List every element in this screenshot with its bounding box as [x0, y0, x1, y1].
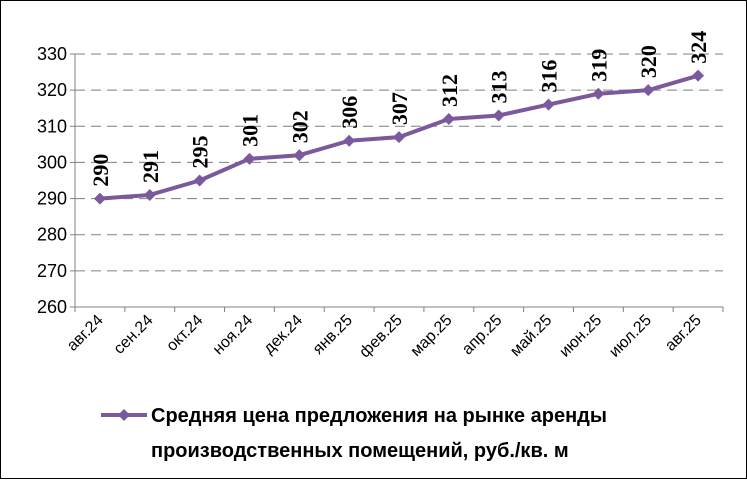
y-tick-label: 260 [37, 297, 67, 317]
x-tick-label: мар.25 [408, 312, 456, 360]
data-point-marker [492, 109, 505, 122]
series [93, 69, 705, 205]
data-label: 313 [487, 70, 512, 103]
data-point-marker [343, 134, 356, 147]
y-tick-label: 280 [37, 225, 67, 245]
x-tick-label: окт.24 [163, 312, 206, 355]
y-tick-label: 330 [37, 44, 67, 64]
data-label: 316 [537, 60, 562, 93]
data-point-marker [293, 149, 306, 162]
x-tick-label: авг.24 [64, 312, 107, 355]
x-tick-label: янв.25 [310, 312, 356, 358]
data-point-marker [243, 152, 256, 165]
data-label: 324 [686, 31, 711, 64]
legend: Средняя цена предложения на рынке аренды… [101, 405, 607, 462]
gridlines [75, 53, 723, 272]
legend-marker [118, 409, 130, 421]
y-tick-label: 290 [37, 189, 67, 209]
data-point-marker [592, 87, 605, 100]
y-tick-label: 320 [37, 80, 67, 100]
y-tick-label: 310 [37, 116, 67, 136]
y-tick-label: 300 [37, 152, 67, 172]
data-point-marker [393, 131, 405, 144]
x-tick-label: сен.24 [111, 312, 157, 358]
data-point-marker [642, 84, 655, 97]
data-label: 301 [237, 114, 262, 147]
x-tick-label: апр.25 [459, 312, 506, 359]
data-label: 290 [88, 154, 113, 187]
y-tick-label: 270 [37, 261, 67, 281]
data-label: 319 [586, 49, 611, 82]
data-point-marker [143, 188, 156, 201]
x-tick-labels: авг.24 сен.24 окт.24 ноя.24 дек.24 янв.25 фев.… [64, 312, 705, 361]
data-label: 312 [437, 74, 462, 107]
data-label: 291 [138, 150, 163, 183]
y-tick-labels: 260 270 280 290 300 310 320 330 [37, 44, 67, 317]
data-point-marker [442, 113, 455, 126]
axes [70, 53, 724, 312]
legend-label-line-2: производственных помещений, руб./кв. м [151, 440, 569, 462]
data-point-marker [93, 192, 106, 205]
data-label: 302 [287, 110, 312, 143]
data-point-marker [542, 98, 555, 111]
x-tick-label: авг.25 [662, 312, 705, 355]
data-label: 306 [337, 96, 362, 129]
legend-label-line-1: Средняя цена предложения на рынке аренды [151, 405, 607, 427]
x-tick-label: июн.25 [556, 312, 605, 361]
x-tick-label: июл.25 [606, 312, 655, 361]
data-label: 307 [387, 92, 412, 125]
x-tick-label: дек.24 [261, 312, 307, 358]
data-point-marker [193, 174, 206, 187]
data-labels: 290 291 295 301 302 306 307 312 313 316 319 320 324 [88, 31, 711, 187]
data-label: 295 [188, 136, 213, 169]
x-tick-label: фев.25 [356, 312, 405, 361]
data-label: 320 [636, 45, 661, 78]
x-tick-label: ноя.24 [210, 312, 256, 358]
x-tick-label: май.25 [507, 312, 555, 360]
data-point-marker [692, 69, 705, 82]
